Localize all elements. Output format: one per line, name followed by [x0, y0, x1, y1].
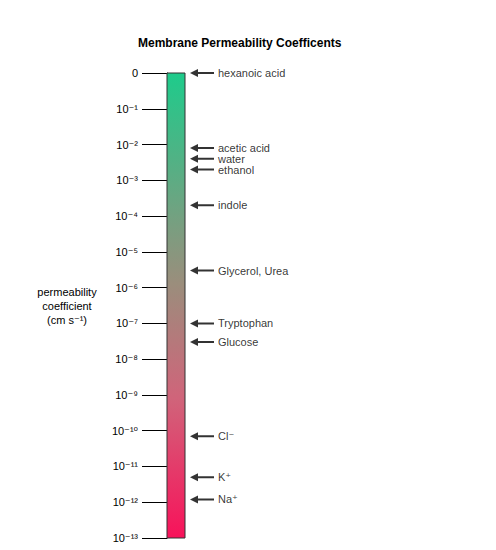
- svg-text:10⁻⁴: 10⁻⁴: [115, 210, 138, 222]
- svg-text:Na⁺: Na⁺: [218, 493, 238, 505]
- svg-text:coefficient: coefficient: [42, 300, 91, 312]
- svg-text:10⁻³: 10⁻³: [116, 174, 138, 186]
- svg-text:10⁻⁵: 10⁻⁵: [115, 246, 138, 258]
- svg-text:10⁻¹¹: 10⁻¹¹: [113, 460, 139, 472]
- svg-text:10⁻²: 10⁻²: [116, 139, 138, 151]
- svg-text:acetic acid: acetic acid: [218, 142, 270, 154]
- svg-text:10⁻⁹: 10⁻⁹: [115, 389, 138, 401]
- svg-text:Tryptophan: Tryptophan: [218, 317, 273, 329]
- svg-text:K⁺: K⁺: [218, 471, 231, 483]
- svg-text:Membrane Permeability Coeffice: Membrane Permeability Coefficents: [138, 36, 342, 50]
- svg-text:ethanol: ethanol: [218, 164, 254, 176]
- svg-text:(cm s⁻¹): (cm s⁻¹): [47, 314, 87, 326]
- svg-text:10⁻¹⁰: 10⁻¹⁰: [112, 425, 139, 437]
- svg-text:permeability: permeability: [37, 286, 97, 298]
- svg-text:water: water: [218, 152, 245, 165]
- svg-text:10⁻¹²: 10⁻¹²: [113, 496, 139, 508]
- svg-text:Glucose: Glucose: [218, 336, 258, 348]
- svg-text:10⁻¹: 10⁻¹: [116, 103, 138, 115]
- svg-text:Cl⁻: Cl⁻: [218, 430, 234, 442]
- svg-text:hexanoic acid: hexanoic acid: [218, 67, 285, 79]
- svg-text:10⁻⁶: 10⁻⁶: [115, 282, 138, 294]
- svg-text:10⁻¹³: 10⁻¹³: [113, 532, 139, 544]
- svg-text:10⁻⁸: 10⁻⁸: [115, 353, 138, 365]
- svg-text:10⁻⁷: 10⁻⁷: [116, 317, 138, 329]
- svg-text:Glycerol, Urea: Glycerol, Urea: [218, 265, 289, 277]
- svg-text:0: 0: [132, 67, 138, 79]
- svg-text:indole: indole: [218, 199, 247, 211]
